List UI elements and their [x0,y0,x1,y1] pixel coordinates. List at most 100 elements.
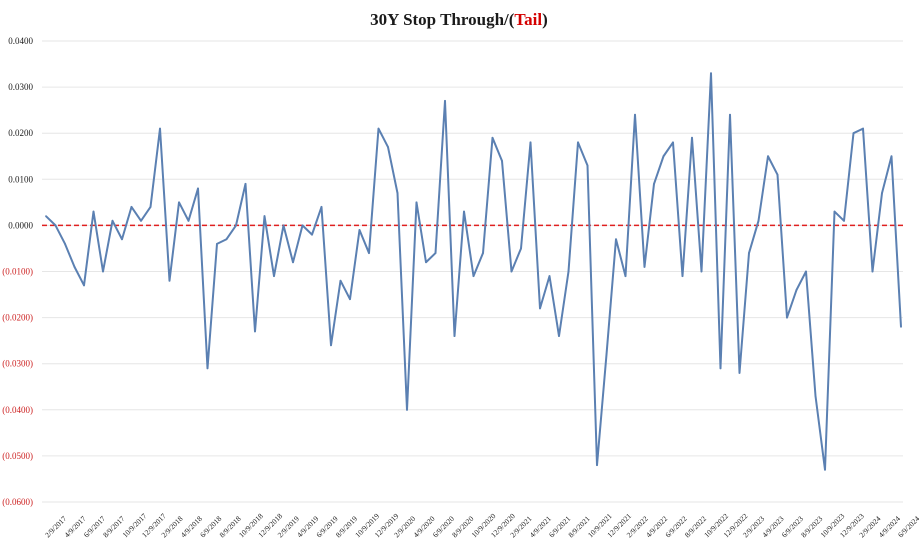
y-tick-label: (0.0400) [2,405,33,415]
y-tick-label: 0.0300 [8,82,33,92]
data-point [577,141,579,144]
data-point [786,316,788,319]
data-point [862,127,864,130]
data-point [406,408,408,411]
data-point [558,335,560,337]
data-point [748,252,750,254]
data-point [130,206,133,208]
data-point [795,289,798,291]
data-point [710,72,712,75]
data-point [263,215,266,218]
data-point [149,206,152,208]
data-point [121,238,123,241]
data-point [83,284,85,287]
data-point [415,201,418,204]
y-tick-label: (0.0600) [2,497,33,507]
data-point [539,307,541,310]
y-tick-label: (0.0500) [2,451,33,461]
data-point [520,247,522,250]
data-point [434,252,437,254]
y-tick-label: 0.0100 [8,174,33,184]
data-point [206,367,209,370]
data-point [225,238,228,241]
data-point [216,242,218,245]
data-point [700,270,703,273]
data-point [368,252,370,254]
data-point [653,183,655,185]
data-point [472,275,475,278]
data-point [54,224,57,227]
data-point [624,275,627,278]
data-point [643,265,646,268]
data-point [168,279,171,282]
data-point [453,335,456,337]
data-point [320,206,323,208]
data-point [567,270,570,273]
data-point [254,330,256,333]
data-point [64,242,66,245]
data-point [102,270,104,273]
data-point [73,265,76,268]
data-point [634,113,636,116]
data-point [339,279,342,282]
data-point [491,136,494,139]
y-tick-label: 0.0000 [8,220,33,230]
data-point [358,229,361,231]
data-point [605,353,608,356]
data-point [881,192,883,195]
data-point [900,325,902,328]
data-point [586,164,589,167]
data-point [159,127,161,130]
data-point [776,173,779,176]
data-point [719,367,722,370]
data-point [92,210,95,213]
title-part-main: 30Y Stop Through/( [370,10,515,29]
data-point [235,224,237,227]
gridlines [42,40,903,503]
data-point [729,113,731,116]
data-point [501,159,503,162]
y-tick-label: 0.0400 [8,36,33,46]
data-point [871,270,874,273]
data-point [273,275,275,278]
data-point [890,155,893,158]
data-point [282,224,285,227]
data-point [140,219,142,222]
y-tick-label: (0.0300) [2,359,33,369]
data-point [615,238,617,241]
y-axis-tick-labels: 0.0400 0.0300 0.0200 0.0100 0.0000 (0.0100) (0… [2,36,33,507]
chart-title: 30Y Stop Through/(Tail) [370,10,548,29]
data-point [178,201,180,204]
data-point [662,155,665,158]
title-part-close: ) [542,10,548,29]
data-point [833,210,836,213]
data-point [510,270,513,273]
data-point [814,395,817,397]
data-point [45,215,47,218]
data-point [111,219,114,222]
data-point [387,146,389,148]
title-part-tail: Tail [514,10,542,29]
data-point [244,183,247,185]
data-point [757,219,760,222]
data-point [548,275,551,278]
data-point [738,372,741,374]
data-point [691,136,693,139]
data-point [330,344,332,347]
data-point [482,252,484,254]
data-point [444,100,446,102]
data-point [824,468,826,471]
data-point [396,192,399,195]
data-point [292,261,294,264]
data-series [45,72,902,471]
data-point [681,275,684,278]
data-point [197,187,199,190]
y-tick-label: 0.0200 [8,128,33,138]
data-point [425,261,427,264]
data-point [463,210,465,213]
data-point [377,127,380,130]
y-tick-label: (0.0100) [2,267,33,277]
data-point [311,233,313,236]
data-point [843,219,845,222]
